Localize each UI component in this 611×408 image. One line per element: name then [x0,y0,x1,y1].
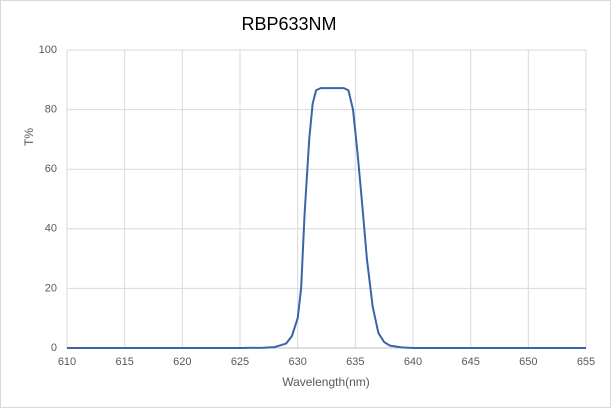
chart-title: RBP633NM [241,14,336,34]
y-tick-label: 60 [45,163,57,175]
x-axis-label: Wavelength(nm) [282,375,370,389]
x-tick-label: 640 [404,356,422,368]
y-tick-label: 40 [45,223,57,235]
x-tick-label: 630 [288,356,306,368]
x-tick-label: 635 [346,356,364,368]
y-tick-label: 80 [45,104,57,116]
x-tick-label: 645 [461,356,479,368]
y-tick-label: 100 [39,44,57,56]
data-line [67,87,586,349]
x-tick-label: 615 [115,356,133,368]
x-tick-label: 610 [58,356,76,368]
x-tick-label: 655 [577,356,595,368]
y-tick-label: 20 [45,282,57,294]
y-axis-label: T% [22,128,36,146]
y-tick-label: 0 [51,342,57,354]
x-tick-label: 620 [173,356,191,368]
x-tick-label: 625 [231,356,249,368]
x-tick-label: 650 [519,356,537,368]
